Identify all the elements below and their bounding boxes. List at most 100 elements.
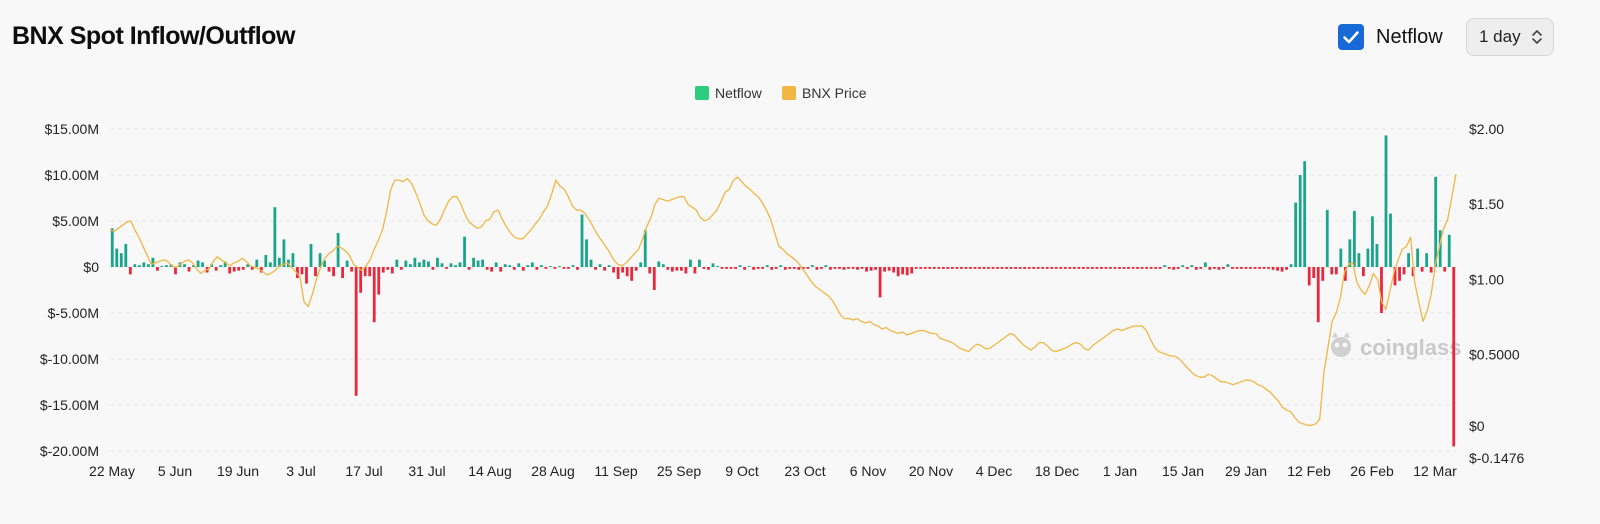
netflow-bar [932, 267, 936, 269]
netflow-bar [643, 230, 647, 267]
netflow-bar [1109, 267, 1112, 269]
netflow-bar [661, 264, 665, 267]
grid-lines [110, 128, 1456, 452]
netflow-bar [124, 244, 128, 267]
netflow-bar [300, 267, 304, 275]
right-tick-label: $0.5000 [1469, 347, 1520, 363]
netflow-bar [1018, 267, 1022, 269]
x-tick-label: 18 Dec [1035, 463, 1079, 479]
netflow-bar [865, 267, 868, 272]
netflow-bar [833, 267, 837, 269]
netflow-bar [770, 267, 774, 270]
netflow-bar [110, 228, 114, 267]
netflow-bar [580, 214, 584, 267]
netflow-bar [128, 267, 132, 275]
netflow-bar [1172, 267, 1176, 270]
netflow-bar [928, 267, 932, 269]
netflow-bar [648, 267, 652, 274]
interval-select-value: 1 day [1479, 27, 1521, 46]
netflow-bar [964, 267, 968, 269]
netflow-bar [652, 267, 656, 290]
netflow-bar [991, 267, 995, 269]
netflow-bar [264, 255, 268, 267]
netflow-bar [463, 236, 466, 267]
netflow-bar [526, 265, 530, 267]
netflow-bar [250, 267, 254, 270]
x-tick-label: 15 Jan [1162, 463, 1204, 479]
netflow-bar [1407, 253, 1410, 267]
legend-item-netflow[interactable]: Netflow [695, 85, 762, 101]
netflow-bar [896, 267, 900, 277]
netflow-bar [562, 267, 566, 269]
netflow-bar [1104, 267, 1108, 269]
netflow-bar [305, 267, 308, 284]
netflow-bar [612, 267, 616, 273]
x-tick-label: 23 Oct [784, 463, 825, 479]
netflow-bar [490, 267, 494, 272]
netflow-bar [919, 267, 923, 269]
left-tick-label: $-10.00M [40, 351, 99, 367]
netflow-bar [1240, 267, 1243, 269]
netflow-toggle[interactable]: Netflow [1338, 24, 1443, 50]
netflow-bar [634, 267, 638, 271]
netflow-bar [914, 267, 918, 269]
netflow-bar [1280, 267, 1284, 272]
netflow-bar [1005, 267, 1008, 269]
netflow-bar [1438, 230, 1442, 267]
netflow-bar [1068, 267, 1072, 269]
netflow-bar [969, 267, 972, 269]
netflow-bar [666, 267, 670, 270]
netflow-bar [277, 257, 281, 267]
netflow-bar [282, 239, 286, 267]
netflow-bar [567, 267, 570, 269]
right-tick-label: $0 [1469, 418, 1485, 434]
netflow-bar [223, 261, 227, 267]
left-tick-label: $-20.00M [40, 443, 99, 459]
coinglass-logo-icon [1331, 332, 1351, 357]
netflow-bar [454, 265, 457, 267]
legend-swatch-bnx-price [782, 86, 796, 100]
netflow-checkbox[interactable] [1338, 24, 1364, 50]
netflow-bar [1140, 267, 1144, 269]
netflow-bar [887, 267, 891, 271]
netflow-bar [187, 267, 191, 272]
netflow-bar [1334, 267, 1338, 275]
netflow-bar [978, 267, 981, 269]
netflow-bar [318, 253, 322, 267]
netflow-bar [987, 267, 990, 269]
left-tick-label: $10.00M [45, 167, 99, 183]
netflow-bar [1434, 176, 1438, 267]
x-tick-label: 11 Sep [594, 463, 638, 479]
netflow-bar [548, 266, 552, 267]
netflow-bar [860, 267, 864, 269]
netflow-bar [1054, 267, 1058, 269]
netflow-bar [571, 265, 575, 267]
netflow-bar [1127, 267, 1130, 269]
netflow-bar [458, 262, 462, 267]
netflow-bar [1402, 267, 1406, 275]
netflow-bar [711, 263, 715, 267]
netflow-bar [824, 265, 828, 267]
netflow-bar [707, 267, 710, 270]
netflow-bar [1262, 267, 1266, 269]
netflow-bar [743, 267, 747, 270]
netflow-bar [801, 267, 805, 269]
netflow-bar [1136, 267, 1139, 269]
netflow-bar [679, 267, 683, 271]
netflow-bar [156, 267, 159, 271]
netflow-bar [1167, 267, 1171, 269]
netflow-bar [1380, 267, 1383, 313]
interval-select[interactable]: 1 day [1466, 18, 1554, 56]
legend-item-bnx-price[interactable]: BNX Price [782, 85, 867, 101]
netflow-bar [521, 267, 525, 271]
x-tick-label: 19 Jun [217, 463, 259, 479]
legend-label-bnx-price: BNX Price [802, 85, 867, 101]
netflow-bar [1253, 267, 1257, 269]
x-tick-label: 6 Nov [850, 463, 887, 479]
netflow-bar [499, 267, 503, 272]
netflow-bar [1194, 267, 1198, 270]
netflow-bar [1375, 244, 1379, 267]
netflow-bar [1285, 267, 1289, 270]
netflow-bar [847, 267, 850, 269]
netflow-bar [336, 232, 340, 267]
